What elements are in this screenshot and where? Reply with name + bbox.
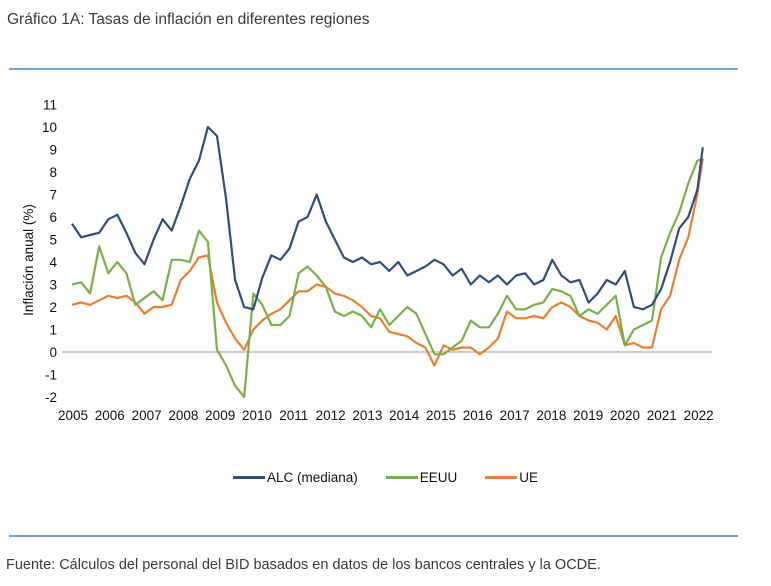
bottom-divider — [9, 535, 738, 537]
legend-label-ue: UE — [519, 470, 539, 485]
x-tick-label: 2005 — [58, 408, 88, 423]
y-tick-label: 10 — [42, 120, 57, 135]
legend-swatch-ue — [485, 476, 518, 479]
legend-swatch-alc — [232, 476, 265, 479]
x-tick-label: 2021 — [647, 408, 677, 423]
y-tick-label: 8 — [49, 165, 57, 180]
legend-item-ue: UE — [485, 470, 538, 485]
x-tick-label: 2006 — [95, 408, 125, 423]
x-tick-label: 2020 — [610, 408, 640, 423]
y-tick-label: 9 — [49, 143, 57, 158]
legend-label-alc: ALC (mediana) — [266, 470, 358, 485]
x-tick-label: 2015 — [426, 408, 456, 423]
legend-item-alc: ALC (mediana) — [232, 470, 358, 485]
x-tick-label: 2014 — [389, 408, 420, 423]
series-line-eeuu — [71, 157, 704, 399]
series-line-alc-mediana — [71, 125, 704, 311]
y-tick-label: -1 — [45, 368, 57, 383]
top-divider — [9, 68, 738, 70]
chart-title: Gráfico 1A: Tasas de inflación en difere… — [7, 11, 370, 28]
x-tick-label: 2011 — [279, 408, 308, 423]
y-tick-label: 2 — [49, 300, 57, 315]
y-axis-ticks: -2 -1 0 1 2 3 4 5 6 7 8 9 10 11 — [42, 98, 58, 406]
legend-swatch-eeuu — [385, 476, 418, 479]
source-note: Fuente: Cálculos del personal del BID ba… — [6, 557, 601, 573]
x-tick-label: 2022 — [684, 408, 714, 423]
legend-label-eeuu: EEUU — [419, 470, 458, 485]
x-tick-label: 2009 — [205, 408, 235, 423]
y-tick-label: 6 — [49, 210, 57, 225]
x-tick-label: 2018 — [536, 408, 566, 423]
series-line-ue — [71, 158, 704, 367]
y-tick-label: 4 — [49, 255, 57, 270]
x-tick-label: 2016 — [463, 408, 493, 423]
x-tick-label: 2007 — [132, 408, 162, 423]
chart-legend: ALC (mediana) EEUU UE — [0, 470, 771, 485]
y-tick-label: 0 — [49, 345, 57, 360]
y-tick-label: 3 — [49, 278, 57, 293]
x-tick-label: 2010 — [242, 408, 272, 423]
legend-item-eeuu: EEUU — [385, 470, 458, 485]
x-tick-label: 2008 — [168, 408, 198, 423]
y-tick-label: 1 — [49, 323, 57, 338]
x-axis-ticks: 2005 2006 2007 2008 2009 2010 2011 2012 2013 2014… — [58, 408, 714, 423]
series-lines — [71, 125, 704, 399]
x-tick-label: 2012 — [316, 408, 346, 423]
x-tick-label: 2013 — [352, 408, 382, 423]
y-axis-label: Inflación anual (%) — [21, 204, 36, 316]
y-tick-label: 7 — [49, 188, 57, 203]
y-tick-label: 11 — [43, 98, 57, 113]
x-tick-label: 2017 — [500, 408, 530, 423]
y-tick-label: -2 — [45, 390, 57, 405]
y-tick-label: 5 — [49, 233, 57, 248]
x-tick-label: 2019 — [573, 408, 603, 423]
